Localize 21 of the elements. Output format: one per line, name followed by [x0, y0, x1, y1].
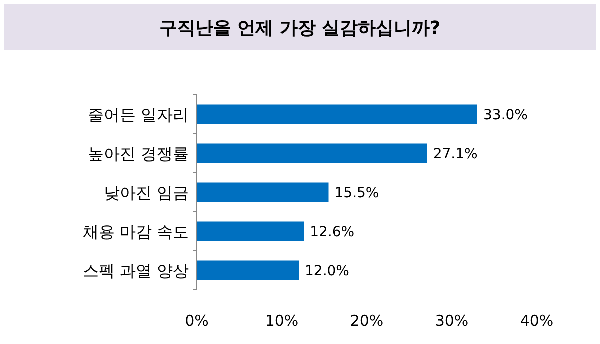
data-label: 33.0%	[484, 108, 528, 124]
y-tick-label: 채용 마감 속도	[82, 222, 189, 242]
bar	[197, 144, 428, 164]
bar	[197, 260, 299, 280]
y-tick-label: 스펙 과열 양상	[82, 262, 189, 280]
x-tick-label: 20%	[350, 312, 384, 330]
data-label: 12.0%	[305, 264, 350, 280]
x-tick-label: 10%	[265, 312, 299, 330]
y-tick-label: 높아진 경쟁률	[88, 144, 189, 164]
x-tick-label: 0%	[185, 312, 209, 330]
x-tick-label: 30%	[435, 312, 469, 330]
bar	[197, 104, 478, 124]
y-tick-label: 낮아진 임금	[104, 184, 189, 202]
chart-title: 구직난을 언제 가장 실감하십니까?	[159, 18, 441, 39]
x-tick-label: 40%	[520, 312, 554, 330]
data-label: 12.6%	[310, 224, 355, 240]
data-label: 27.1%	[433, 146, 478, 162]
y-tick-label: 줄어든 일자리	[88, 106, 189, 124]
data-label: 15.5%	[334, 186, 380, 202]
bar	[197, 182, 329, 202]
bar	[197, 222, 304, 242]
